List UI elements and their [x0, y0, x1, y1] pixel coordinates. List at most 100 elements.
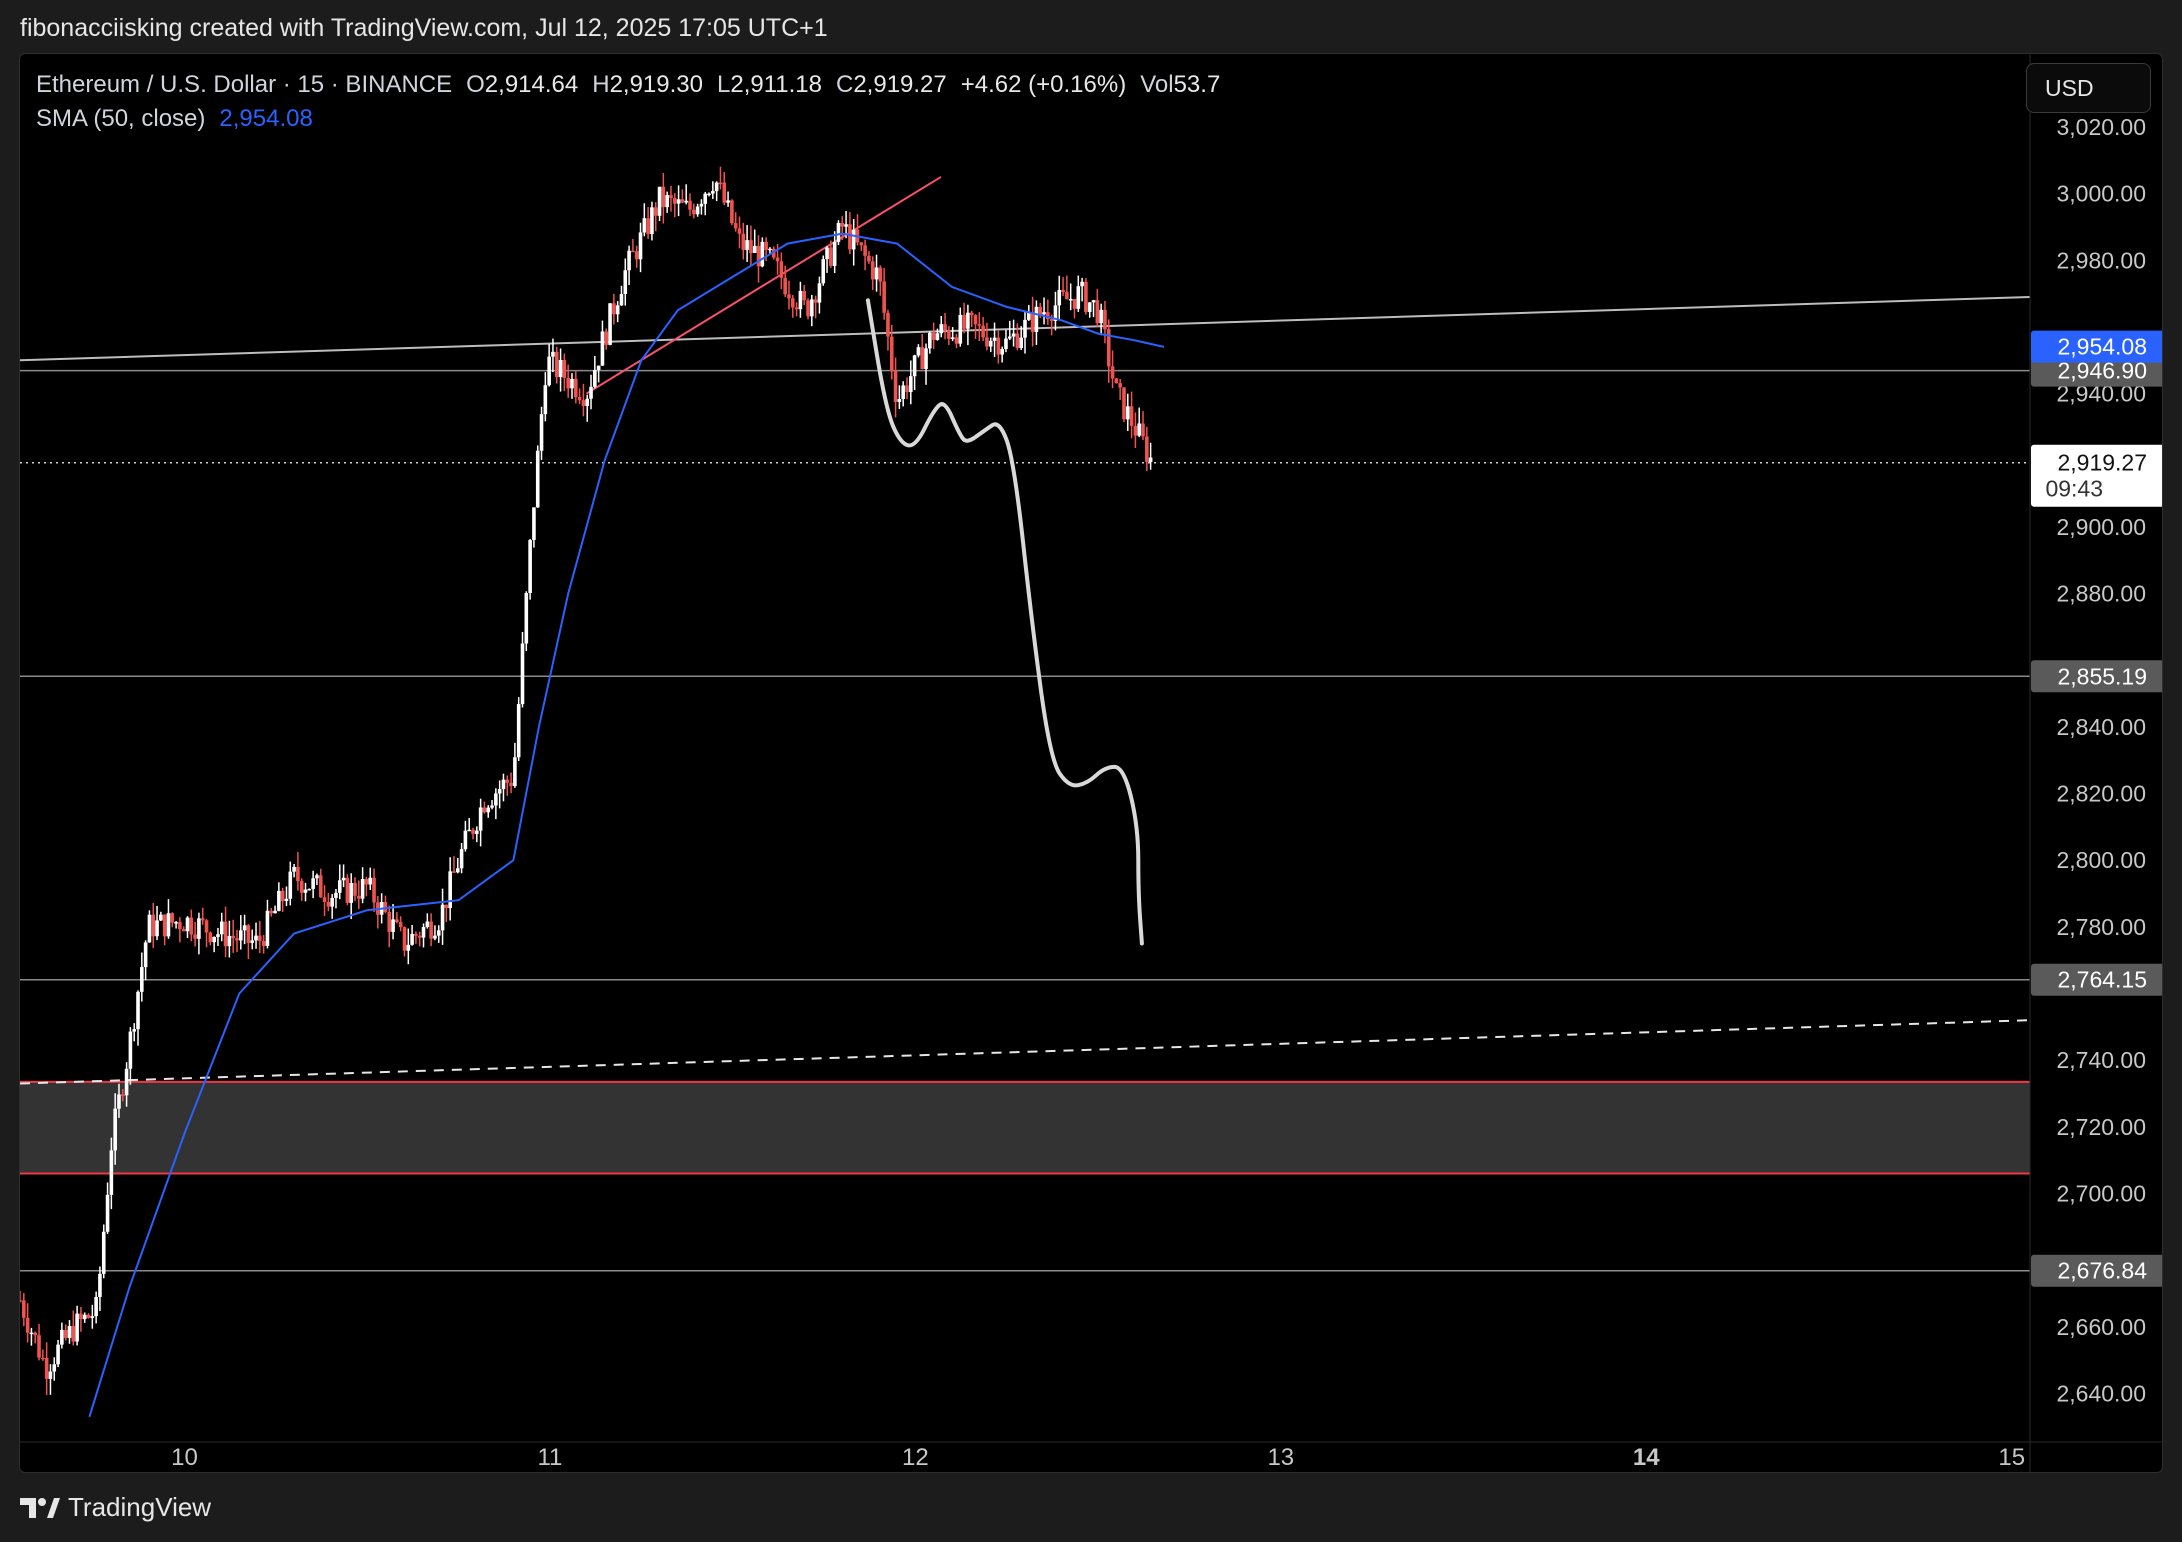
candle-body [1148, 457, 1153, 462]
candle-body [231, 935, 235, 939]
candle-body [246, 925, 251, 943]
candle-body [962, 314, 966, 329]
candle-body [589, 386, 593, 399]
candle-body [402, 927, 407, 951]
candle-body [486, 807, 491, 813]
candle-body [958, 314, 963, 344]
candle-body [505, 779, 510, 783]
candle-body [212, 936, 216, 943]
candle-body [162, 914, 167, 937]
candle-body [623, 270, 628, 295]
candle-body [414, 934, 418, 936]
candle-body [1023, 319, 1027, 338]
candle-body [848, 224, 852, 250]
symbol-title[interactable]: Ethereum / U.S. Dollar · 15 · BINANCE [36, 71, 453, 98]
bar-countdown-label: 09:43 [2045, 476, 2103, 502]
candle-body [410, 934, 414, 945]
y-tick-label: 2,800.00 [2056, 847, 2146, 873]
candle-body [425, 921, 430, 928]
y-tick-label: 2,900.00 [2056, 514, 2146, 540]
candle-body [1057, 289, 1062, 306]
tradingview-footer: TradingView [20, 1492, 211, 1523]
change-value: +4.62 (+0.16%) [960, 71, 1127, 98]
candle-body [436, 930, 441, 936]
candle-body [829, 247, 833, 266]
candle-body [478, 807, 483, 831]
candle-body [140, 967, 144, 992]
candle-body [1065, 292, 1069, 300]
candle-body [817, 283, 822, 303]
currency-button[interactable]: USD [2026, 63, 2151, 113]
candle-body [532, 507, 536, 541]
candle-body [650, 207, 654, 234]
candle-body [1053, 305, 1058, 321]
candle-body [56, 1344, 60, 1365]
candle-body [75, 1313, 79, 1342]
candle-body [299, 881, 304, 893]
candle-body [867, 255, 871, 262]
candle-body [1137, 423, 1142, 436]
candle-body [726, 200, 730, 203]
candle-body [1099, 309, 1103, 324]
candle-body [924, 348, 928, 369]
candle-body [806, 300, 810, 317]
candle-body [1068, 298, 1073, 301]
candle-body [155, 920, 159, 937]
candle-body [372, 877, 376, 903]
candle-body [779, 261, 784, 278]
candle-body [665, 195, 669, 208]
candle-body [185, 917, 190, 932]
candle-body [642, 218, 647, 233]
candle-body [562, 359, 567, 378]
candle-body [444, 904, 449, 908]
candle-body [859, 242, 864, 246]
candle-body [676, 199, 681, 204]
candle-body [547, 356, 551, 386]
ohlc-values: O2,914.64 H2,919.30 L2,911.18 C2,919.27 … [466, 71, 1220, 99]
tradingview-logo-icon [20, 1497, 60, 1518]
candle-body [908, 376, 913, 393]
candle-body [296, 866, 300, 882]
candle-body [790, 298, 795, 308]
price-chart[interactable]: 3,020.003,000.002,980.002,940.002,900.00… [20, 54, 2162, 1472]
candle-body [551, 351, 555, 357]
candle-body [1076, 286, 1081, 309]
candle-body [692, 209, 696, 215]
candle-body [288, 871, 293, 899]
candle-body [631, 250, 635, 253]
candle-body [1122, 387, 1126, 420]
candle-body [695, 206, 700, 215]
candle-body [433, 935, 437, 939]
candle-body [844, 224, 848, 227]
candle-body [901, 385, 905, 399]
candle-body [954, 337, 959, 344]
candle-body [733, 223, 738, 229]
candle-body [543, 385, 548, 415]
candle-body [577, 397, 582, 401]
candle-body [29, 1332, 34, 1335]
candle-body [973, 315, 978, 325]
y-tick-label: 2,640.00 [2056, 1381, 2146, 1407]
candle-body [600, 331, 605, 366]
candle-body [947, 330, 951, 339]
candle-body [1042, 312, 1046, 315]
candle-body [459, 849, 464, 869]
candle-body [985, 337, 989, 347]
candle-body [391, 919, 395, 932]
candle-body [440, 904, 445, 931]
candle-body [581, 400, 586, 406]
candle-body [661, 186, 666, 208]
candle-body [136, 991, 140, 1030]
candle-body [501, 779, 506, 790]
candle-body [20, 1300, 22, 1302]
close-value: C2,919.27 [835, 71, 947, 98]
candle-body [341, 877, 346, 881]
candle-body [931, 332, 936, 340]
chart-pane[interactable]: 3,020.00 3,000.00 2,980.00 2,940.00 2,900.00… [19, 53, 2163, 1473]
price-tag-label: 2,764.15 [2057, 967, 2147, 993]
candle-body [1000, 349, 1004, 355]
candle-body [448, 871, 452, 908]
y-tick-label: 2,700.00 [2056, 1181, 2146, 1207]
candle-body [1019, 337, 1023, 349]
sma-label[interactable]: SMA (50, close) [36, 105, 206, 132]
